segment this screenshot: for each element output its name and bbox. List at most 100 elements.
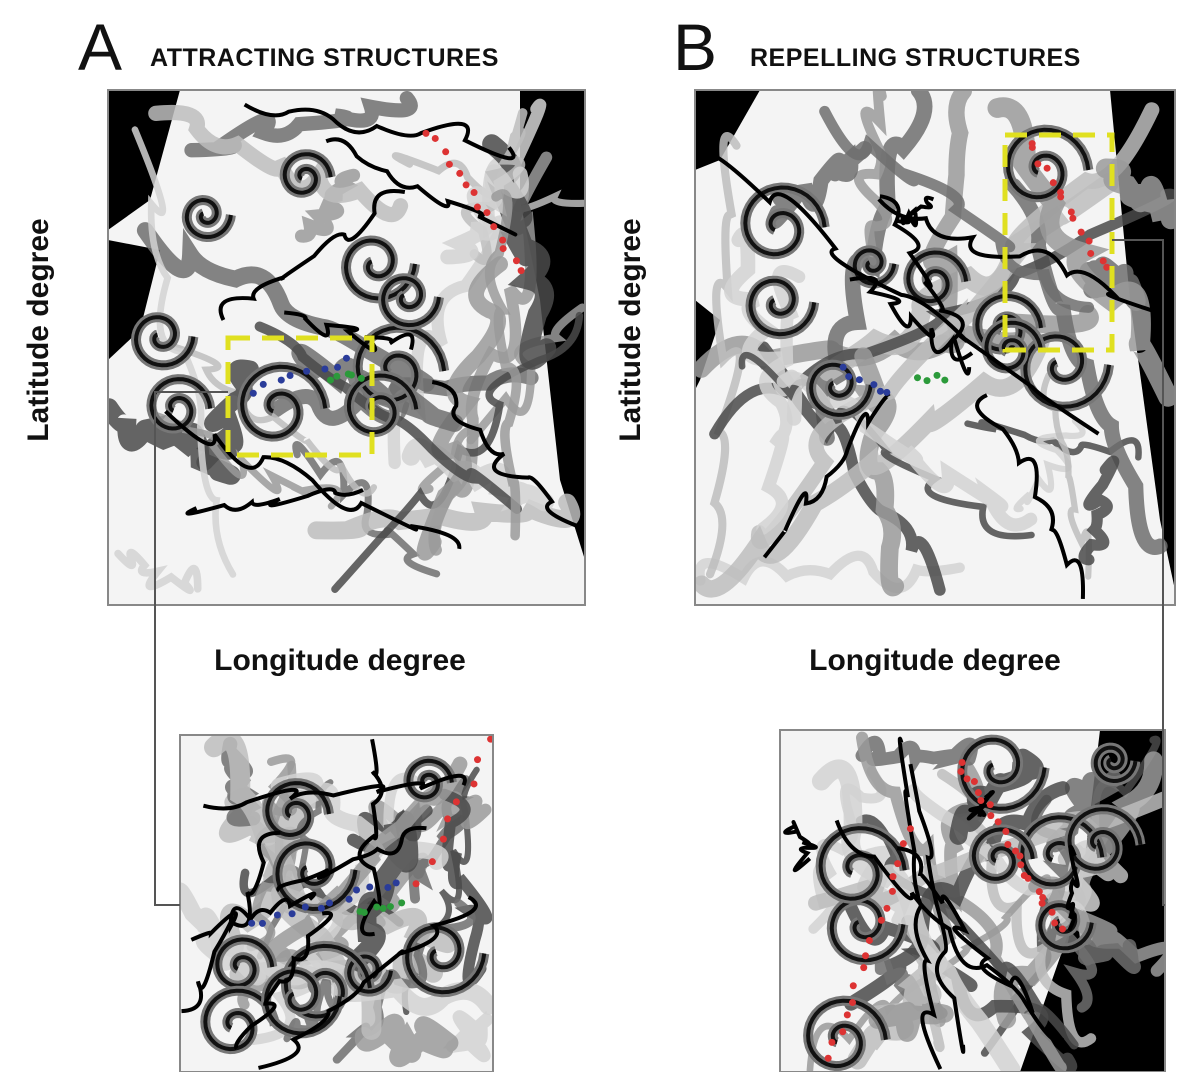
- drifter: [248, 920, 255, 927]
- drifter: [518, 267, 525, 274]
- drifter: [453, 798, 460, 805]
- drifter: [1039, 900, 1046, 907]
- drifter: [975, 789, 982, 796]
- figure: A ATTRACTING STRUCTURES Latitude degree …: [0, 0, 1186, 1072]
- drifter: [1059, 926, 1066, 933]
- drifter: [957, 768, 964, 775]
- drifter: [413, 880, 420, 887]
- map: [695, 83, 1182, 605]
- drifter: [964, 775, 971, 782]
- drifter: [995, 818, 1002, 825]
- drifter: [870, 381, 877, 388]
- drifter: [366, 883, 373, 890]
- drifter: [889, 888, 896, 895]
- drifter: [499, 237, 506, 244]
- drifter: [373, 904, 380, 911]
- drifter: [358, 375, 365, 382]
- drifter: [260, 381, 267, 388]
- drifter: [440, 836, 447, 843]
- drifter: [889, 873, 896, 880]
- drifter: [987, 801, 994, 808]
- drifter: [474, 204, 481, 211]
- drifter: [380, 905, 387, 912]
- drifter: [1103, 264, 1110, 271]
- drifter: [318, 905, 325, 912]
- drifter: [1029, 144, 1036, 151]
- panel-title: REPELLING STRUCTURES: [750, 44, 1081, 72]
- drifter: [1068, 208, 1075, 215]
- drifter: [1004, 841, 1011, 848]
- drifter: [423, 130, 430, 137]
- drifter: [398, 899, 405, 906]
- drifter: [474, 756, 481, 763]
- drifter: [393, 879, 400, 886]
- drifter: [883, 905, 890, 912]
- drifter: [1049, 909, 1056, 916]
- drifter: [883, 389, 890, 396]
- drifter: [334, 364, 341, 371]
- drifter: [1050, 179, 1057, 186]
- drifter: [333, 373, 340, 380]
- drifter: [463, 181, 470, 188]
- drifter: [490, 223, 497, 230]
- drifter: [849, 999, 856, 1006]
- drifter: [977, 797, 984, 804]
- drifter: [250, 390, 257, 397]
- drifter: [933, 372, 940, 379]
- drifter: [971, 778, 978, 785]
- x-axis-label: Longitude degree: [214, 644, 466, 677]
- drifter: [387, 903, 394, 910]
- drifter: [907, 825, 914, 832]
- drifter: [483, 209, 490, 216]
- drifter: [924, 377, 931, 384]
- flow-band: [452, 1017, 487, 1056]
- drifter: [1069, 215, 1076, 222]
- drifter: [321, 366, 328, 373]
- drifter: [1017, 861, 1024, 868]
- drifter: [844, 1011, 851, 1018]
- drifter: [828, 1039, 835, 1046]
- drifter: [856, 376, 863, 383]
- drifter: [471, 189, 478, 196]
- drifter: [1087, 250, 1094, 257]
- panel-letter: B: [673, 10, 717, 84]
- drifter: [987, 812, 994, 819]
- drifter: [442, 148, 449, 155]
- drifter: [444, 815, 451, 822]
- drifter: [303, 368, 310, 375]
- x-axis-label: Longitude degree: [809, 644, 1061, 677]
- y-axis-label: Latitude degree: [614, 218, 647, 441]
- drifter: [326, 900, 333, 907]
- drifter: [1057, 193, 1064, 200]
- drifter: [346, 896, 353, 903]
- drifter: [343, 355, 350, 362]
- drifter: [878, 917, 885, 924]
- drifter: [894, 860, 901, 867]
- drifter: [1086, 238, 1093, 245]
- drifter: [500, 245, 507, 252]
- drifter: [1100, 257, 1107, 264]
- map: [780, 730, 1172, 1072]
- map: [179, 735, 494, 1072]
- drifter: [914, 374, 921, 381]
- drifter: [1016, 852, 1023, 859]
- drifter: [429, 858, 436, 865]
- map: [108, 90, 585, 605]
- drifter: [302, 903, 309, 910]
- drifter: [1034, 160, 1041, 167]
- drifter: [860, 964, 867, 971]
- drifter: [845, 373, 852, 380]
- panel-letter: A: [78, 10, 122, 84]
- drifter: [941, 377, 948, 384]
- drifter: [289, 910, 296, 917]
- drifter: [274, 911, 281, 918]
- drifter: [471, 780, 478, 787]
- panel-title: ATTRACTING STRUCTURES: [150, 44, 499, 72]
- drifter: [1051, 919, 1058, 926]
- drifter: [432, 135, 439, 142]
- drifter: [348, 372, 355, 379]
- drifter: [1044, 165, 1051, 172]
- drifter: [361, 909, 368, 916]
- drifter: [287, 372, 294, 379]
- drifter: [456, 170, 463, 177]
